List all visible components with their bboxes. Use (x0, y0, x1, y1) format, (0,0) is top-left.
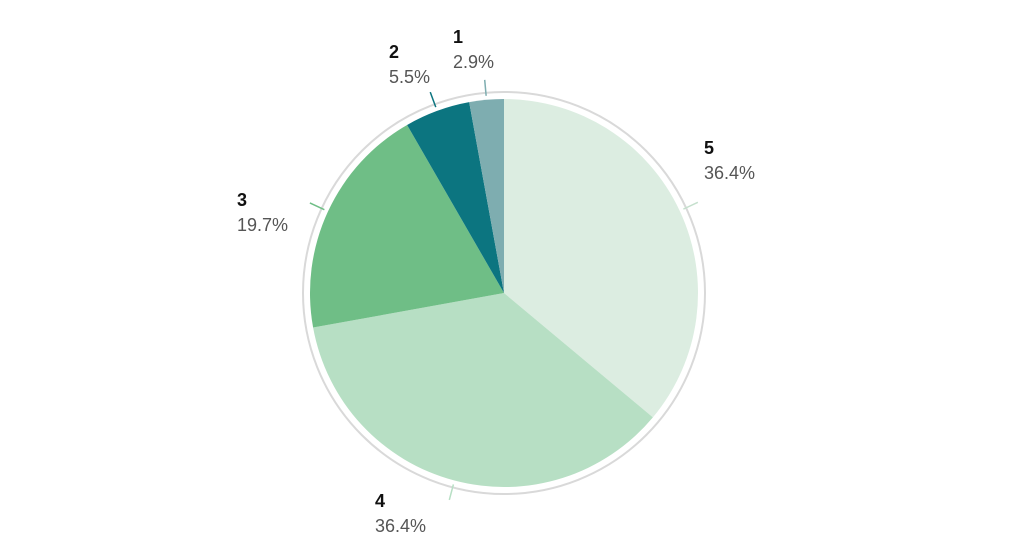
slice-label-name-5: 5 (704, 138, 714, 158)
pie-slice-4[interactable] (313, 293, 653, 488)
pie-slice-1[interactable] (469, 98, 504, 293)
pie-outline-ring (302, 91, 706, 495)
leader-line-2 (429, 91, 437, 108)
leader-lines (309, 79, 699, 501)
slice-label-name-3: 3 (237, 190, 247, 210)
slice-label-name-1: 1 (453, 27, 463, 47)
slice-label-name-2: 2 (389, 42, 399, 62)
pie-slices (309, 98, 699, 488)
leader-line-5 (683, 201, 699, 210)
slice-label-name-4: 4 (375, 491, 385, 511)
leader-line-3 (309, 202, 325, 211)
pie-slice-5[interactable] (504, 99, 699, 418)
slice-label-value-3: 19.7% (237, 215, 288, 235)
leader-line-4 (448, 484, 455, 501)
slice-label-value-1: 2.9% (453, 52, 494, 72)
pie-slice-3[interactable] (309, 124, 504, 328)
pie-slice-2[interactable] (407, 102, 504, 294)
slice-label-value-5: 36.4% (704, 163, 755, 183)
slice-label-value-2: 5.5% (389, 67, 430, 87)
leader-line-1 (483, 79, 487, 96)
slice-labels: 5 36.4% 4 36.4% 3 19.7% 2 5.5% 1 2.9% (237, 27, 755, 536)
slice-label-value-4: 36.4% (375, 516, 426, 536)
